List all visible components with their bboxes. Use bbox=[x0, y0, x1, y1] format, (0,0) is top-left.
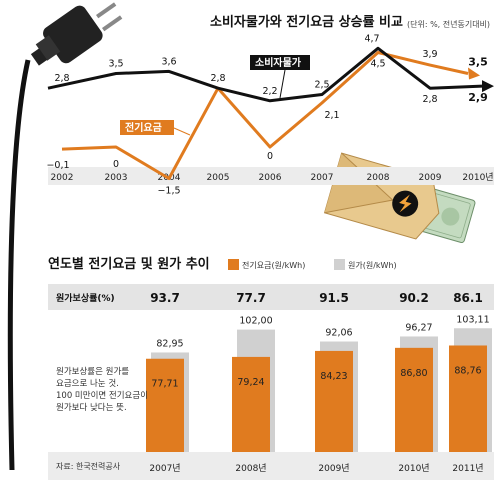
line-chart-subtitle: (단위: %, 전년동기대비) bbox=[407, 19, 490, 29]
bar-chart-bars: 82,95 77,71 102,00 79,24 92,06 84,23 96,27 86,8… bbox=[146, 314, 492, 452]
bar-chart-x-ticks: 2007년 2008년 2009년 2010년 2011년 bbox=[149, 463, 483, 474]
electricity-data-label: 0 bbox=[113, 159, 119, 170]
note-line: 요금으로 나눈 것. bbox=[56, 378, 119, 389]
electricity-data-label: 3,9 bbox=[422, 49, 437, 60]
cpi-data-label: 2,2 bbox=[262, 86, 277, 97]
bar-x-tick-label: 2009년 bbox=[318, 463, 349, 474]
electricity-data-label: 4,5 bbox=[370, 59, 385, 70]
cpi-data-label: 3,6 bbox=[161, 56, 176, 67]
plug-icon bbox=[7, 2, 123, 471]
legend-swatch-electricity bbox=[228, 259, 239, 270]
cost-bar-label: 96,27 bbox=[405, 322, 432, 333]
electricity-data-label: 0 bbox=[267, 151, 273, 162]
line-chart-title: 소비자물가와 전기요금 상승률 비교 bbox=[210, 14, 403, 30]
line-chart-series: 2,8 3,5 3,6 2,8 2,2 2,5 4,7 2,8 2,9 −0,1 0 −1,5 0 2,1… bbox=[46, 33, 494, 197]
note-line: 100 미만이면 전기요금이 bbox=[56, 390, 148, 401]
cost-recovery-value: 90.2 bbox=[399, 291, 429, 305]
note-line: 원가보상률은 원가를 bbox=[56, 366, 129, 377]
x-tick-label: 2003 bbox=[105, 173, 128, 183]
x-tick-label: 2005 bbox=[207, 173, 230, 183]
electricity-bar bbox=[315, 350, 353, 452]
x-tick-label: 2006 bbox=[259, 173, 282, 183]
cost-recovery-value: 86.1 bbox=[453, 291, 483, 305]
bar-x-tick-label: 2008년 bbox=[235, 463, 266, 474]
bar-x-axis-band bbox=[48, 452, 494, 480]
line-chart-x-ticks: 2002 2003 2004 2005 2006 2007 2008 2009 2010년 bbox=[51, 172, 494, 183]
note-line: 원가보다 낮다는 뜻. bbox=[56, 402, 127, 413]
source-label: 자료: 한국전력공사 bbox=[56, 461, 121, 471]
electricity-data-label: 3,5 bbox=[468, 56, 488, 69]
cpi-data-label: 4,7 bbox=[364, 33, 379, 44]
electricity-bar bbox=[449, 345, 487, 452]
cpi-arrowhead bbox=[482, 80, 494, 93]
cost-recovery-value: 93.7 bbox=[150, 291, 180, 305]
cpi-data-label: 2,8 bbox=[422, 94, 437, 105]
legend-electricity: 전기요금 bbox=[120, 120, 191, 136]
x-tick-label: 2009 bbox=[419, 173, 442, 183]
cost-recovery-value: 77.7 bbox=[236, 291, 266, 305]
electricity-data-label: −0,1 bbox=[46, 160, 69, 171]
cpi-data-label: 2,9 bbox=[468, 91, 488, 104]
legend-label-cost: 원가(원/kWh) bbox=[348, 261, 397, 270]
bar-chart-title: 연도별 전기요금 및 원가 추이 bbox=[48, 256, 210, 272]
legend-label-electricity: 전기요금(원/kWh) bbox=[242, 260, 305, 270]
cost-bar-label: 102,00 bbox=[239, 316, 272, 327]
legend-cpi: 소비자물가 bbox=[250, 55, 310, 99]
x-tick-label: 2002 bbox=[51, 173, 74, 183]
cpi-data-label: 2,8 bbox=[210, 73, 225, 84]
x-tick-label: 2007 bbox=[311, 173, 334, 183]
cpi-series-name: 소비자물가 bbox=[255, 56, 302, 69]
x-tick-label: 2010년 bbox=[462, 172, 493, 183]
cost-recovery-band bbox=[48, 284, 494, 310]
electricity-bar bbox=[146, 358, 184, 452]
electricity-series-name: 전기요금 bbox=[125, 121, 162, 134]
cpi-data-label: 2,5 bbox=[314, 80, 329, 91]
cost-bar-label: 103,11 bbox=[456, 314, 489, 325]
cost-recovery-value: 91.5 bbox=[319, 291, 349, 305]
bar-x-tick-label: 2010년 bbox=[398, 463, 429, 474]
electricity-bar bbox=[395, 347, 433, 452]
cpi-line bbox=[47, 46, 483, 103]
cost-bar-label: 92,06 bbox=[325, 328, 352, 339]
electricity-bar-label: 86,80 bbox=[400, 368, 427, 379]
electricity-line bbox=[61, 51, 469, 180]
bar-x-tick-label: 2011년 bbox=[452, 463, 483, 474]
x-tick-label: 2008 bbox=[367, 173, 390, 183]
electricity-data-label: −1,5 bbox=[157, 186, 180, 197]
electricity-bar bbox=[232, 356, 270, 452]
electricity-bar-label: 84,23 bbox=[320, 371, 347, 382]
electricity-bar-label: 77,71 bbox=[151, 379, 178, 390]
cpi-data-label: 3,5 bbox=[108, 59, 123, 70]
cost-recovery-label: 원가보상률(%) bbox=[56, 292, 115, 304]
cost-recovery-values: 93.7 77.7 91.5 90.2 86.1 bbox=[150, 291, 483, 305]
electricity-data-label: 2,1 bbox=[324, 110, 339, 121]
cpi-data-label: 2,8 bbox=[54, 73, 69, 84]
electricity-bar-label: 88,76 bbox=[454, 365, 481, 376]
legend-swatch-cost bbox=[334, 259, 345, 270]
bar-x-tick-label: 2007년 bbox=[149, 463, 180, 474]
electricity-arrowhead bbox=[468, 67, 480, 80]
cost-bar-label: 82,95 bbox=[156, 338, 183, 349]
electricity-bar-label: 79,24 bbox=[237, 377, 264, 388]
